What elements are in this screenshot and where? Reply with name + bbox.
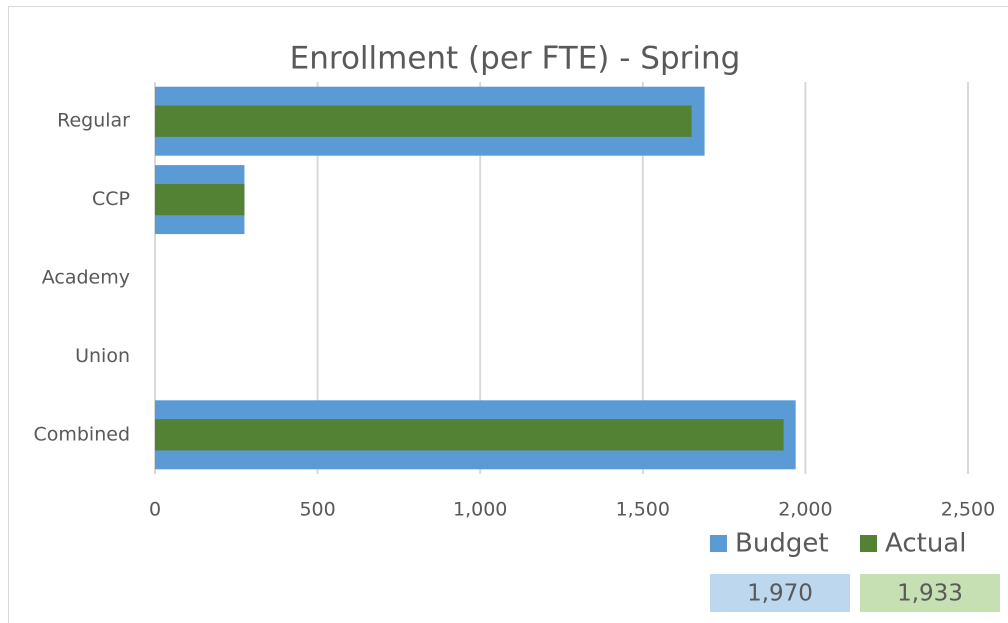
x-tick-label: 2,500 xyxy=(941,499,995,521)
chart-title: Enrollment (per FTE) - Spring xyxy=(290,41,741,77)
y-tick-label: CCP xyxy=(92,188,130,210)
y-tick-label: Academy xyxy=(42,267,130,289)
summary-value: 1,933 xyxy=(897,581,963,607)
summary-value: 1,970 xyxy=(747,581,813,607)
bar xyxy=(155,105,692,137)
x-tick-label: 2,000 xyxy=(778,499,832,521)
legend-swatch xyxy=(710,535,727,552)
legend-label: Budget xyxy=(735,529,829,559)
summary-box xyxy=(860,574,1000,612)
legend-label: Actual xyxy=(885,529,966,559)
bar xyxy=(155,183,245,216)
bar xyxy=(155,419,784,451)
x-tick-label: 500 xyxy=(299,499,335,521)
y-tick-label: Combined xyxy=(33,423,130,445)
y-tick-label: Regular xyxy=(57,110,130,132)
x-tick-label: 1,500 xyxy=(616,499,670,521)
summary-box xyxy=(710,574,850,612)
x-tick-label: 0 xyxy=(149,499,161,521)
y-tick-label: Union xyxy=(75,345,130,367)
legend-swatch xyxy=(860,535,877,552)
x-tick-label: 1,000 xyxy=(453,499,507,521)
